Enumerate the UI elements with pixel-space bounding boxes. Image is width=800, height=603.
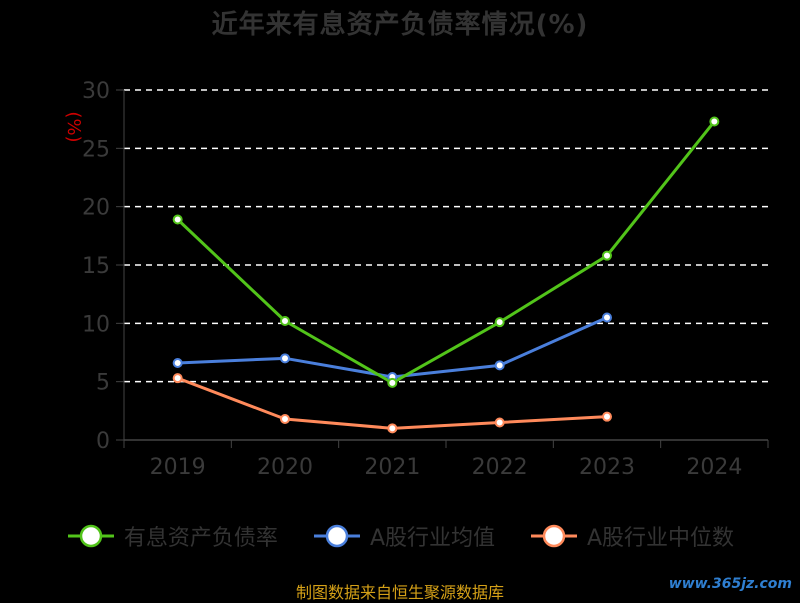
x-tick-label: 2023 [579,455,635,480]
data-point[interactable] [280,353,290,364]
grid-lines [124,89,768,383]
chart-title: 近年来有息资产负债率情况(%) [211,10,589,40]
data-point[interactable] [280,316,290,326]
y-tick-label: 20 [82,196,110,221]
data-points [172,116,720,434]
y-tick-label: 30 [82,79,110,104]
axes [116,89,769,448]
y-tick-label: 10 [82,312,110,337]
y-tick-label: 0 [96,429,110,454]
data-point[interactable] [494,317,505,328]
tick-labels: 0 5 10 15 20 25 30 2019 2020 2021 2022 2023 2024 [82,79,742,480]
legend-swatch [531,524,577,548]
data-point[interactable] [172,214,183,225]
x-tick-label: 2024 [686,455,742,480]
x-tick-label: 2020 [257,455,313,480]
data-point[interactable] [709,116,720,127]
data-point[interactable] [172,358,183,368]
legend-swatch [313,524,360,548]
watermark: www.365jz.com [668,576,792,592]
y-tick-label: 5 [96,371,110,396]
legend-label: A股行业均值 [369,526,495,551]
y-tick-label: 25 [82,137,110,162]
series-line [177,316,608,379]
data-point[interactable] [602,411,612,422]
legend-item[interactable]: A股行业中位数 [529,520,734,552]
x-tick-label: 2021 [364,455,420,480]
series-line [176,120,716,385]
data-point[interactable] [280,414,290,424]
data-point[interactable] [602,250,612,261]
data-point[interactable] [494,417,505,428]
data-point[interactable] [602,312,612,323]
y-axis-label: (%) [63,111,84,142]
y-tick-label: 15 [82,254,110,279]
data-point[interactable] [387,377,398,388]
legend: 有息资产负债率 A股行业均值 A股行业中位数 [0,518,800,554]
legend-label: 有息资产负债率 [123,526,278,551]
x-tick-label: 2022 [472,455,528,480]
x-tick-label: 2019 [150,455,206,480]
data-point[interactable] [494,360,505,371]
legend-item[interactable]: 有息资产负债率 [66,520,278,552]
legend-swatch [67,524,114,548]
data-point[interactable] [172,373,183,384]
source-note: 制图数据来自恒生聚源数据库 [295,583,504,602]
data-point[interactable] [387,423,398,434]
legend-label: A股行业中位数 [587,526,735,551]
legend-item[interactable]: A股行业均值 [312,520,495,552]
